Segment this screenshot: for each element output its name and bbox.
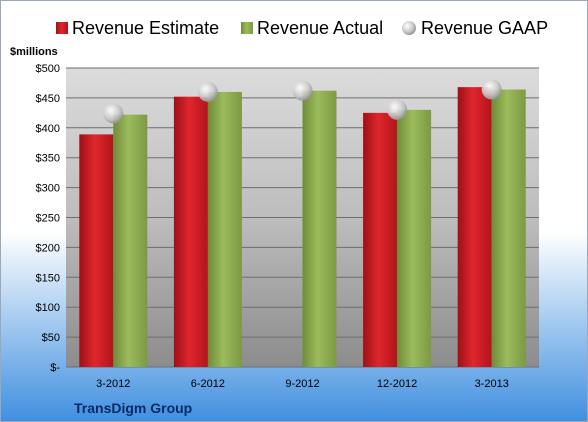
x-axis-ticks: 3-2012 6-2012 9-2012 12-2012 3-2013 [96, 378, 509, 390]
legend-swatch-estimate [56, 22, 68, 34]
y-tick-label: $350 [36, 153, 60, 165]
gaap-markers [103, 79, 502, 124]
legend-item-estimate: Revenue Estimate [56, 18, 219, 38]
y-tick-label: $150 [36, 272, 60, 284]
y-tick-label: $50 [42, 332, 60, 344]
y-tick-label: $100 [36, 302, 60, 314]
bar-actual [113, 114, 148, 367]
legend-swatch-actual [241, 22, 253, 34]
legend-swatch-gaap [402, 21, 416, 35]
y-tick-label: $300 [36, 183, 60, 195]
y-tick-label: $400 [36, 123, 60, 135]
bars [79, 87, 526, 368]
legend-label-estimate: Revenue Estimate [72, 18, 219, 38]
company-name: TransDigm Group [74, 400, 192, 416]
legend-item-gaap: Revenue GAAP [402, 18, 548, 38]
legend-item-actual: Revenue Actual [241, 18, 383, 38]
bar-actual [207, 91, 242, 368]
y-tick-label: $250 [36, 213, 60, 225]
x-tick-label: 12-2012 [377, 378, 417, 390]
bar-estimate [173, 96, 208, 367]
gaap-marker [387, 99, 408, 120]
x-tick-label: 3-2012 [96, 378, 130, 390]
gaap-marker [292, 80, 313, 101]
gaap-marker [103, 103, 124, 124]
gaap-marker [197, 81, 218, 102]
gaap-marker [481, 79, 502, 100]
bar-actual [491, 89, 526, 367]
y-axis-ticks: $- $50 $100 $150 $200 $250 $300 $350 $400 $450 $50… [36, 63, 61, 374]
bar-actual [302, 90, 337, 367]
y-axis-unit-label: $millions [10, 46, 58, 58]
bar-estimate [457, 87, 492, 368]
x-tick-label: 9-2012 [285, 378, 319, 390]
x-tick-label: 3-2013 [475, 378, 509, 390]
legend-label-gaap: Revenue GAAP [421, 18, 548, 38]
bar-estimate [79, 134, 114, 367]
legend-label-actual: Revenue Actual [257, 18, 383, 38]
bar-actual [397, 109, 432, 368]
y-tick-label: $- [50, 362, 60, 374]
legend: Revenue Estimate Revenue Actual Revenue … [56, 18, 548, 38]
x-tick-label: 6-2012 [191, 378, 225, 390]
y-tick-label: $200 [36, 242, 60, 254]
y-tick-label: $450 [36, 93, 60, 105]
y-tick-label: $500 [36, 63, 60, 75]
bar-estimate [363, 112, 398, 367]
